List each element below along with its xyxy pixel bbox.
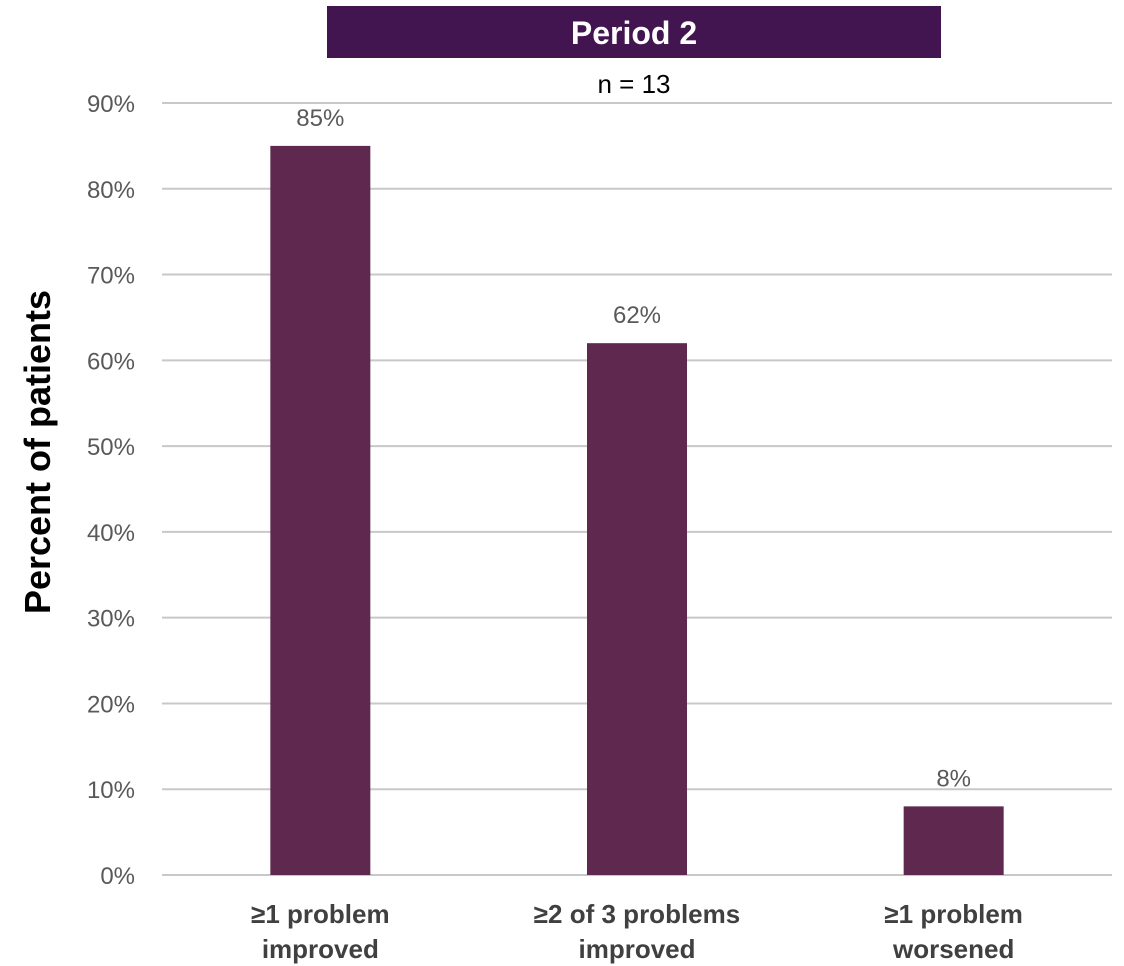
chart-subtitle: n = 13: [597, 69, 670, 99]
y-tick-label: 40%: [87, 520, 135, 547]
y-tick-label: 50%: [87, 434, 135, 461]
y-tick-label: 20%: [87, 691, 135, 718]
x-axis-categories: ≥1 problem improved ≥2 of 3 problems improv…: [251, 899, 1023, 964]
chart-title: Period 2: [571, 15, 697, 51]
data-label: 8%: [936, 765, 971, 792]
data-labels: 85% 62% 8%: [296, 105, 971, 792]
x-category-line: ≥1 problem: [884, 899, 1023, 929]
x-category-label: ≥1 problem improved: [251, 899, 390, 964]
x-category-line: worsened: [892, 934, 1014, 964]
y-tick-label: 90%: [87, 91, 135, 118]
y-tick-label: 30%: [87, 606, 135, 633]
x-category-line: ≥2 of 3 problems: [534, 899, 740, 929]
bar: [587, 343, 687, 876]
y-axis-ticks: 0% 10% 20% 30% 40% 50% 60% 70% 80% 90%: [87, 91, 135, 890]
y-axis-label: Percent of patients: [17, 290, 58, 614]
y-tick-label: 0%: [100, 863, 135, 890]
x-category-line: improved: [578, 934, 695, 964]
y-tick-label: 10%: [87, 777, 135, 804]
bar: [903, 806, 1004, 875]
y-tick-label: 80%: [87, 177, 135, 204]
bar: [270, 145, 371, 875]
x-category-label: ≥1 problem worsened: [884, 899, 1023, 964]
y-tick-label: 60%: [87, 348, 135, 375]
data-label: 62%: [613, 302, 661, 329]
x-category-label: ≥2 of 3 problems improved: [534, 899, 740, 964]
x-category-line: improved: [262, 934, 379, 964]
y-tick-label: 70%: [87, 263, 135, 290]
bars: [270, 145, 1004, 876]
data-label: 85%: [296, 105, 344, 132]
title-banner: [327, 6, 941, 58]
x-category-line: ≥1 problem: [251, 899, 390, 929]
